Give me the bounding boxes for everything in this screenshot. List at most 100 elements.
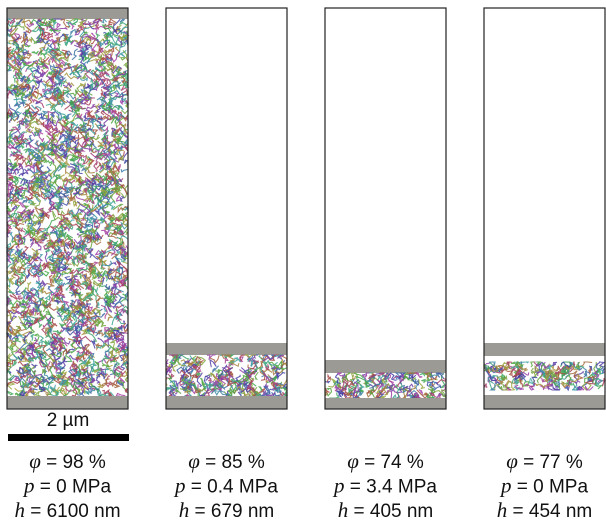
fiber: [18, 212, 25, 219]
fiber: [101, 24, 112, 33]
fiber: [105, 106, 111, 112]
fiber: [20, 93, 32, 102]
fiber: [97, 371, 106, 380]
fiber: [72, 200, 81, 208]
fiber: [26, 257, 31, 263]
fiber: [21, 330, 31, 344]
fiber: [337, 377, 341, 388]
fiber: [49, 110, 60, 119]
fiber: [368, 373, 377, 380]
fiber: [25, 281, 32, 291]
fiber: [46, 117, 54, 126]
fiber: [31, 50, 39, 55]
fiber: [57, 229, 67, 239]
fiber: [180, 369, 190, 379]
fiber: [355, 375, 370, 385]
fiber: [11, 143, 21, 153]
fiber: [231, 357, 241, 363]
fiber: [79, 82, 86, 89]
fiber: [348, 385, 356, 393]
fiber: [118, 144, 123, 157]
fiber: [247, 387, 256, 393]
fiber: [87, 331, 98, 342]
fiber: [27, 289, 38, 304]
fiber: [87, 51, 94, 58]
fiber: [35, 349, 42, 354]
fiber: [75, 330, 81, 337]
fiber: [101, 170, 111, 183]
fiber: [81, 273, 91, 281]
fiber: [77, 49, 87, 58]
fiber: [86, 268, 94, 278]
fiber: [69, 299, 76, 309]
fiber: [37, 92, 51, 100]
parameter-label: φ = 74 %: [347, 449, 424, 473]
fiber: [52, 143, 61, 150]
fiber: [199, 386, 211, 397]
fiber: [76, 266, 88, 273]
fiber: [124, 363, 129, 371]
fiber: [6, 389, 15, 396]
fiber: [60, 336, 71, 345]
fiber: [90, 152, 108, 158]
fiber: [77, 19, 85, 29]
fiber: [23, 205, 30, 209]
fiber: [566, 377, 574, 385]
fiber: [50, 104, 57, 112]
fiber: [219, 374, 230, 382]
fiber: [570, 373, 580, 383]
fiber: [96, 342, 106, 349]
fiber: [65, 50, 73, 57]
fiber: [169, 356, 177, 364]
fiber: [271, 375, 278, 381]
parameter-label: φ = 98 %: [29, 449, 106, 473]
fiber: [59, 379, 68, 386]
fiber: [81, 146, 93, 152]
fiber: [40, 69, 49, 74]
fiber: [60, 387, 67, 397]
fiber: [79, 76, 89, 82]
fiber: [40, 116, 49, 124]
fiber: [114, 368, 124, 379]
fiber: [41, 262, 49, 269]
fiber: [101, 342, 110, 349]
fiber: [103, 301, 109, 313]
fiber: [70, 315, 84, 326]
parameter-symbol: h: [14, 498, 25, 522]
fiber: [71, 384, 78, 397]
fiber: [36, 383, 48, 391]
fiber: [122, 320, 126, 325]
fiber: [38, 213, 46, 224]
fiber: [594, 380, 604, 390]
fiber: [398, 375, 406, 380]
fiber: [12, 65, 22, 72]
fiber: [48, 255, 61, 267]
fiber: [75, 90, 84, 98]
fiber: [44, 130, 54, 144]
fiber: [206, 354, 216, 361]
fiber: [68, 241, 76, 250]
fiber: [23, 313, 39, 322]
fiber: [83, 113, 89, 122]
fiber: [39, 335, 51, 346]
fiber: [28, 134, 35, 144]
fiber: [96, 231, 103, 241]
fiber: [190, 384, 199, 395]
fiber: [42, 87, 54, 93]
fiber: [22, 196, 29, 204]
fiber: [181, 374, 189, 379]
fiber: [549, 369, 555, 375]
fiber: [30, 373, 43, 379]
fiber: [104, 173, 112, 181]
fiber: [106, 203, 116, 210]
gray-plate: [484, 343, 605, 356]
fiber: [98, 162, 107, 173]
fiber: [14, 33, 21, 41]
fiber: [381, 386, 389, 396]
fiber: [68, 284, 76, 298]
fiber: [112, 300, 125, 310]
fiber: [92, 134, 100, 141]
fiber: [101, 362, 110, 368]
fiber: [106, 269, 115, 280]
fiber: [88, 89, 92, 101]
